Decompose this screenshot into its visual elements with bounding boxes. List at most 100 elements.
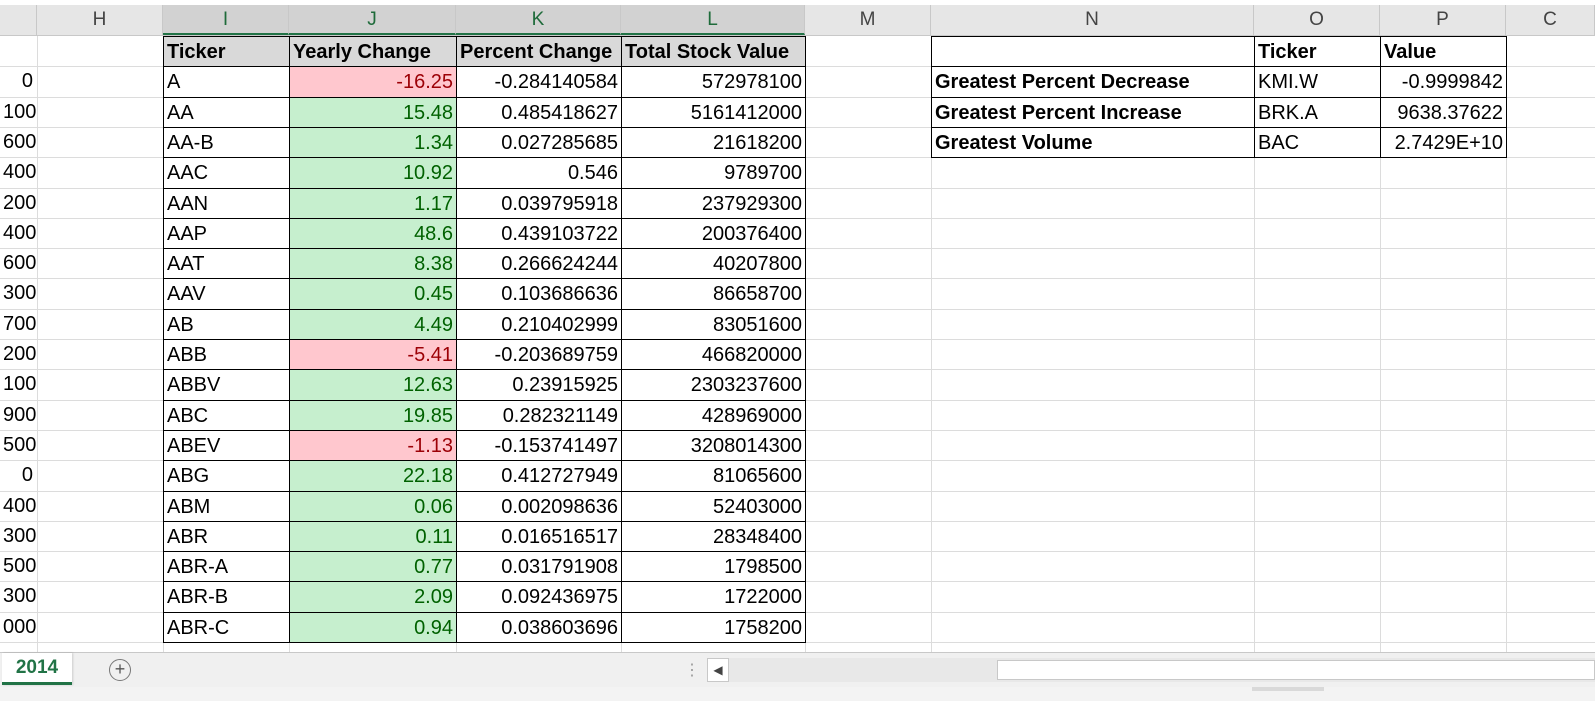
ticker-cell[interactable]: ABBV [163, 369, 290, 401]
total-stock-value-cell[interactable]: 572978100 [621, 66, 806, 98]
yearly-change-cell[interactable]: 15.48 [289, 97, 457, 128]
ticker-cell[interactable]: AAV [163, 278, 290, 310]
percent-change-cell[interactable]: 0.039795918 [456, 188, 622, 219]
yearly-change-cell[interactable]: -5.41 [289, 339, 457, 370]
yearly-change-cell[interactable]: 19.85 [289, 400, 457, 431]
percent-change-cell[interactable]: -0.203689759 [456, 339, 622, 370]
summary-ticker-cell[interactable]: KMI.W [1254, 66, 1381, 98]
percent-change-cell[interactable]: 0.282321149 [456, 400, 622, 431]
total-stock-value-cell[interactable]: 2303237600 [621, 369, 806, 401]
header-total-stock-value[interactable]: Total Stock Value [621, 36, 806, 67]
yearly-change-cell[interactable]: 4.49 [289, 309, 457, 340]
total-stock-value-cell[interactable]: 9789700 [621, 157, 806, 189]
ticker-cell[interactable]: ABC [163, 400, 290, 431]
summary-label-cell[interactable]: Greatest Percent Decrease [931, 66, 1255, 98]
header-yearly-change[interactable]: Yearly Change [289, 36, 457, 67]
ticker-cell[interactable]: AAP [163, 218, 290, 249]
ticker-cell[interactable]: AA [163, 97, 290, 128]
summary-label-cell[interactable]: Greatest Percent Increase [931, 97, 1255, 128]
summary-ticker-cell[interactable]: BRK.A [1254, 97, 1381, 128]
summary-header-ticker[interactable]: Ticker [1254, 36, 1381, 67]
select-all-corner[interactable] [0, 5, 37, 35]
column-header-i[interactable]: I [163, 5, 289, 35]
percent-change-cell[interactable]: 0.092436975 [456, 581, 622, 613]
ticker-cell[interactable]: AB [163, 309, 290, 340]
summary-label-cell[interactable]: Greatest Volume [931, 127, 1255, 158]
percent-change-cell[interactable]: 0.266624244 [456, 248, 622, 279]
yearly-change-cell[interactable]: -1.13 [289, 430, 457, 461]
summary-value-cell[interactable]: 2.7429E+10 [1380, 127, 1507, 158]
header-percent-change[interactable]: Percent Change [456, 36, 622, 67]
summary-header-value[interactable]: Value [1380, 36, 1507, 67]
summary-ticker-cell[interactable]: BAC [1254, 127, 1381, 158]
yearly-change-cell[interactable]: 0.94 [289, 612, 457, 643]
total-stock-value-cell[interactable]: 5161412000 [621, 97, 806, 128]
total-stock-value-cell[interactable]: 21618200 [621, 127, 806, 158]
ticker-cell[interactable]: ABG [163, 460, 290, 492]
column-header-l[interactable]: L [621, 5, 805, 35]
ticker-cell[interactable]: AAN [163, 188, 290, 219]
yearly-change-cell[interactable]: 22.18 [289, 460, 457, 492]
column-header-n[interactable]: N [931, 5, 1254, 35]
ticker-cell[interactable]: ABR-A [163, 551, 290, 582]
percent-change-cell[interactable]: -0.284140584 [456, 66, 622, 98]
percent-change-cell[interactable]: 0.038603696 [456, 612, 622, 643]
percent-change-cell[interactable]: 0.439103722 [456, 218, 622, 249]
header-ticker[interactable]: Ticker [163, 36, 290, 67]
yearly-change-cell[interactable]: -16.25 [289, 66, 457, 98]
percent-change-cell[interactable]: 0.016516517 [456, 521, 622, 552]
ticker-cell[interactable]: ABEV [163, 430, 290, 461]
total-stock-value-cell[interactable]: 28348400 [621, 521, 806, 552]
summary-value-cell[interactable]: -0.9999842 [1380, 66, 1507, 98]
yearly-change-cell[interactable]: 48.6 [289, 218, 457, 249]
percent-change-cell[interactable]: 0.031791908 [456, 551, 622, 582]
total-stock-value-cell[interactable]: 466820000 [621, 339, 806, 370]
ticker-cell[interactable]: AA-B [163, 127, 290, 158]
column-header-c[interactable]: C [1506, 5, 1595, 35]
total-stock-value-cell[interactable]: 1758200 [621, 612, 806, 643]
total-stock-value-cell[interactable]: 40207800 [621, 248, 806, 279]
total-stock-value-cell[interactable]: 52403000 [621, 491, 806, 522]
percent-change-cell[interactable]: 0.23915925 [456, 369, 622, 401]
total-stock-value-cell[interactable]: 3208014300 [621, 430, 806, 461]
percent-change-cell[interactable]: 0.546 [456, 157, 622, 189]
ticker-cell[interactable]: ABR-C [163, 612, 290, 643]
percent-change-cell[interactable]: -0.153741497 [456, 430, 622, 461]
total-stock-value-cell[interactable]: 428969000 [621, 400, 806, 431]
ticker-cell[interactable]: A [163, 66, 290, 98]
summary-corner-cell[interactable] [931, 36, 1255, 67]
ticker-cell[interactable]: ABR-B [163, 581, 290, 613]
column-header-h[interactable]: H [37, 5, 163, 35]
percent-change-cell[interactable]: 0.027285685 [456, 127, 622, 158]
total-stock-value-cell[interactable]: 200376400 [621, 218, 806, 249]
ticker-cell[interactable]: ABR [163, 521, 290, 552]
yearly-change-cell[interactable]: 0.06 [289, 491, 457, 522]
column-header-o[interactable]: O [1254, 5, 1380, 35]
yearly-change-cell[interactable]: 0.77 [289, 551, 457, 582]
add-sheet-button[interactable]: + [109, 659, 131, 681]
yearly-change-cell[interactable]: 0.11 [289, 521, 457, 552]
column-header-m[interactable]: M [805, 5, 931, 35]
column-header-j[interactable]: J [289, 5, 456, 35]
yearly-change-cell[interactable]: 2.09 [289, 581, 457, 613]
yearly-change-cell[interactable]: 8.38 [289, 248, 457, 279]
column-header-p[interactable]: P [1380, 5, 1506, 35]
total-stock-value-cell[interactable]: 237929300 [621, 188, 806, 219]
total-stock-value-cell[interactable]: 83051600 [621, 309, 806, 340]
scroll-left-button[interactable]: ◀ [707, 658, 729, 682]
horizontal-scrollbar-thumb[interactable] [997, 660, 1595, 680]
percent-change-cell[interactable]: 0.210402999 [456, 309, 622, 340]
percent-change-cell[interactable]: 0.485418627 [456, 97, 622, 128]
yearly-change-cell[interactable]: 12.63 [289, 369, 457, 401]
yearly-change-cell[interactable]: 1.17 [289, 188, 457, 219]
total-stock-value-cell[interactable]: 1722000 [621, 581, 806, 613]
ticker-cell[interactable]: ABB [163, 339, 290, 370]
ticker-cell[interactable]: AAC [163, 157, 290, 189]
column-header-k[interactable]: K [456, 5, 621, 35]
yearly-change-cell[interactable]: 1.34 [289, 127, 457, 158]
ticker-cell[interactable]: ABM [163, 491, 290, 522]
spreadsheet-grid[interactable]: 0 100 600 400 200 400 600 300 700 200 100 900 500 0 40… [0, 36, 1595, 652]
total-stock-value-cell[interactable]: 86658700 [621, 278, 806, 310]
percent-change-cell[interactable]: 0.002098636 [456, 491, 622, 522]
total-stock-value-cell[interactable]: 81065600 [621, 460, 806, 492]
